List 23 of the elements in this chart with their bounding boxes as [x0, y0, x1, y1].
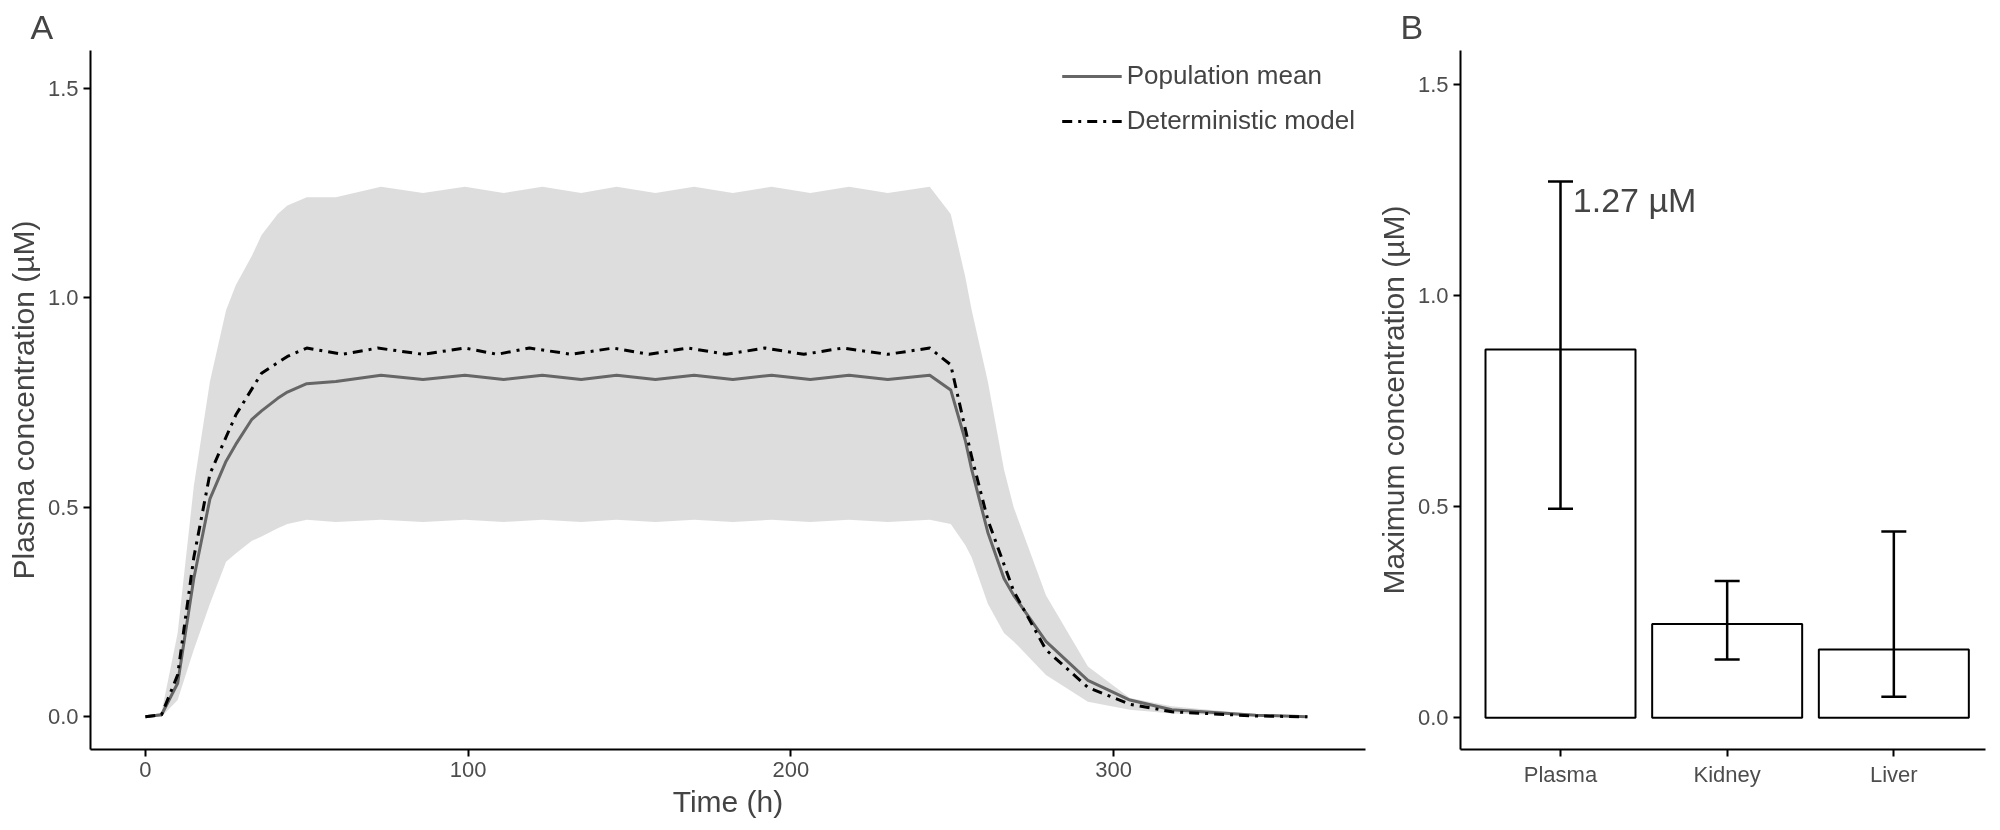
x-tick-label: 300 — [1095, 756, 1133, 782]
y-tick-label: 1.0 — [1417, 282, 1449, 308]
chart-title: A — [30, 7, 54, 46]
y-axis-title: Plasma concentration (µM) — [6, 220, 40, 580]
y-tick-label: 1.0 — [47, 285, 79, 311]
y-tick-label: 0.5 — [47, 494, 79, 520]
y-tick-label: 1.5 — [47, 75, 79, 101]
x-tick-label: Liver — [1869, 761, 1918, 787]
x-tick-label: 0 — [139, 756, 152, 782]
y-axis-title: Maximum concentration (µM) — [1376, 205, 1410, 595]
y-tick-label: 1.5 — [1417, 71, 1449, 97]
x-axis-title: Time (h) — [672, 784, 784, 818]
legend-label: Deterministic model — [1126, 105, 1355, 136]
y-tick-label: 0.0 — [1417, 705, 1449, 731]
legend-label: Population mean — [1126, 60, 1322, 91]
x-tick-label: 200 — [772, 756, 810, 782]
x-tick-label: Kidney — [1693, 761, 1761, 787]
y-tick-label: 0.0 — [47, 704, 79, 730]
y-tick-label: 0.5 — [1417, 494, 1449, 520]
x-tick-label: Plasma — [1523, 761, 1598, 787]
chart-title: B — [1400, 7, 1424, 46]
x-tick-label: 100 — [449, 756, 487, 782]
annotation: 1.27 µM — [1572, 181, 1697, 220]
